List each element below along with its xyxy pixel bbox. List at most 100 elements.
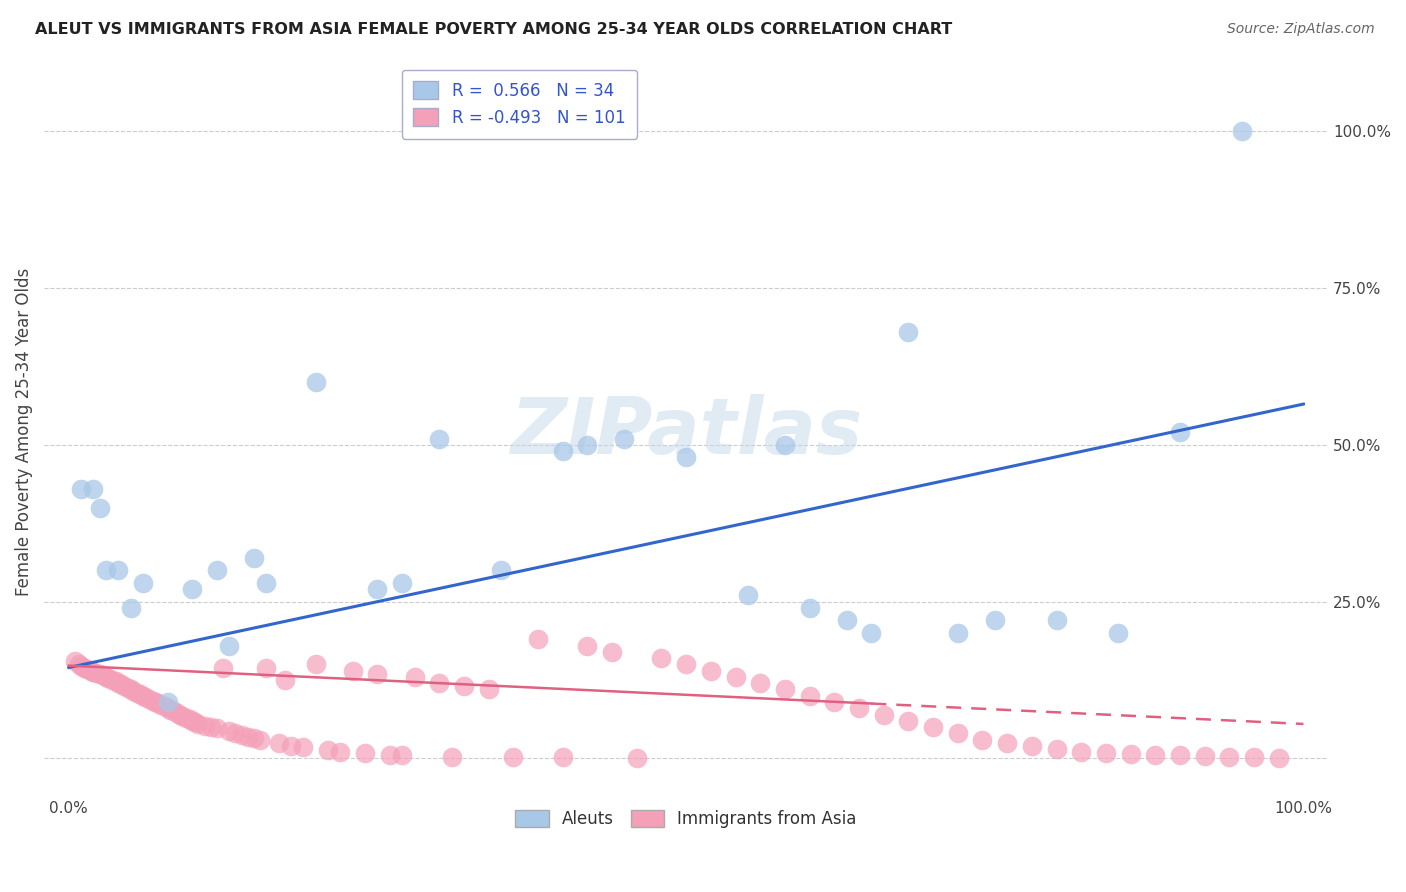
Point [972,732,994,747]
Point [67,657,90,672]
Point [200,720,222,734]
Point [489,563,512,577]
Point [254,660,277,674]
Point [551,444,574,458]
Point [823,695,845,709]
Point [82,482,104,496]
Point [134,690,156,704]
Text: ZIPatlas: ZIPatlas [510,394,862,470]
Point [117,681,139,696]
Point [995,736,1018,750]
Point [72,660,94,674]
Point [440,749,463,764]
Point [94,670,117,684]
Point [224,726,246,740]
Point [404,670,426,684]
Point [600,645,623,659]
Y-axis label: Female Poverty Among 25-34 Year Olds: Female Poverty Among 25-34 Year Olds [15,268,32,597]
Point [218,724,240,739]
Point [236,730,259,744]
Point [477,682,499,697]
Point [391,748,413,763]
Point [378,747,401,762]
Point [174,711,197,725]
Point [626,751,648,765]
Point [125,685,148,699]
Point [1045,614,1067,628]
Point [860,626,883,640]
Point [848,701,870,715]
Point [80,664,103,678]
Point [366,666,388,681]
Point [205,722,228,736]
Point [120,682,142,697]
Point [107,676,129,690]
Point [799,689,821,703]
Point [142,694,165,708]
Point [101,673,124,687]
Point [1119,747,1142,761]
Point [280,739,302,753]
Point [1168,748,1191,763]
Point [218,639,240,653]
Point [243,550,266,565]
Point [675,657,697,672]
Point [84,666,107,681]
Point [138,691,160,706]
Point [305,657,328,672]
Point [1230,124,1253,138]
Point [122,683,145,698]
Point [1045,742,1067,756]
Point [650,651,672,665]
Point [159,702,181,716]
Legend: Aleuts, Immigrants from Asia: Aleuts, Immigrants from Asia [509,804,863,835]
Point [897,325,920,339]
Point [576,639,599,653]
Point [1218,749,1240,764]
Point [194,719,217,733]
Point [110,677,132,691]
Point [212,660,235,674]
Point [107,563,129,577]
Point [184,715,207,730]
Point [181,582,204,596]
Point [835,614,858,628]
Point [675,450,697,465]
Point [112,679,135,693]
Point [316,743,339,757]
Point [82,665,104,679]
Point [576,438,599,452]
Point [946,726,969,740]
Point [1021,739,1043,753]
Point [527,632,550,647]
Point [143,695,166,709]
Point [93,668,115,682]
Point [984,614,1007,628]
Point [872,707,894,722]
Point [156,701,179,715]
Point [427,432,450,446]
Text: Source: ZipAtlas.com: Source: ZipAtlas.com [1227,22,1375,37]
Point [89,500,111,515]
Point [342,664,364,678]
Point [181,714,204,728]
Point [305,375,328,389]
Point [551,750,574,764]
Point [132,689,155,703]
Point [773,682,796,697]
Point [1267,751,1289,765]
Point [427,676,450,690]
Point [267,736,290,750]
Point [1168,425,1191,440]
Point [922,720,945,734]
Point [70,482,93,496]
Point [166,706,188,720]
Point [1107,626,1129,640]
Point [773,438,796,452]
Point [129,688,152,702]
Point [94,563,117,577]
Point [613,432,636,446]
Point [104,674,127,689]
Point [150,698,173,713]
Point [205,563,228,577]
